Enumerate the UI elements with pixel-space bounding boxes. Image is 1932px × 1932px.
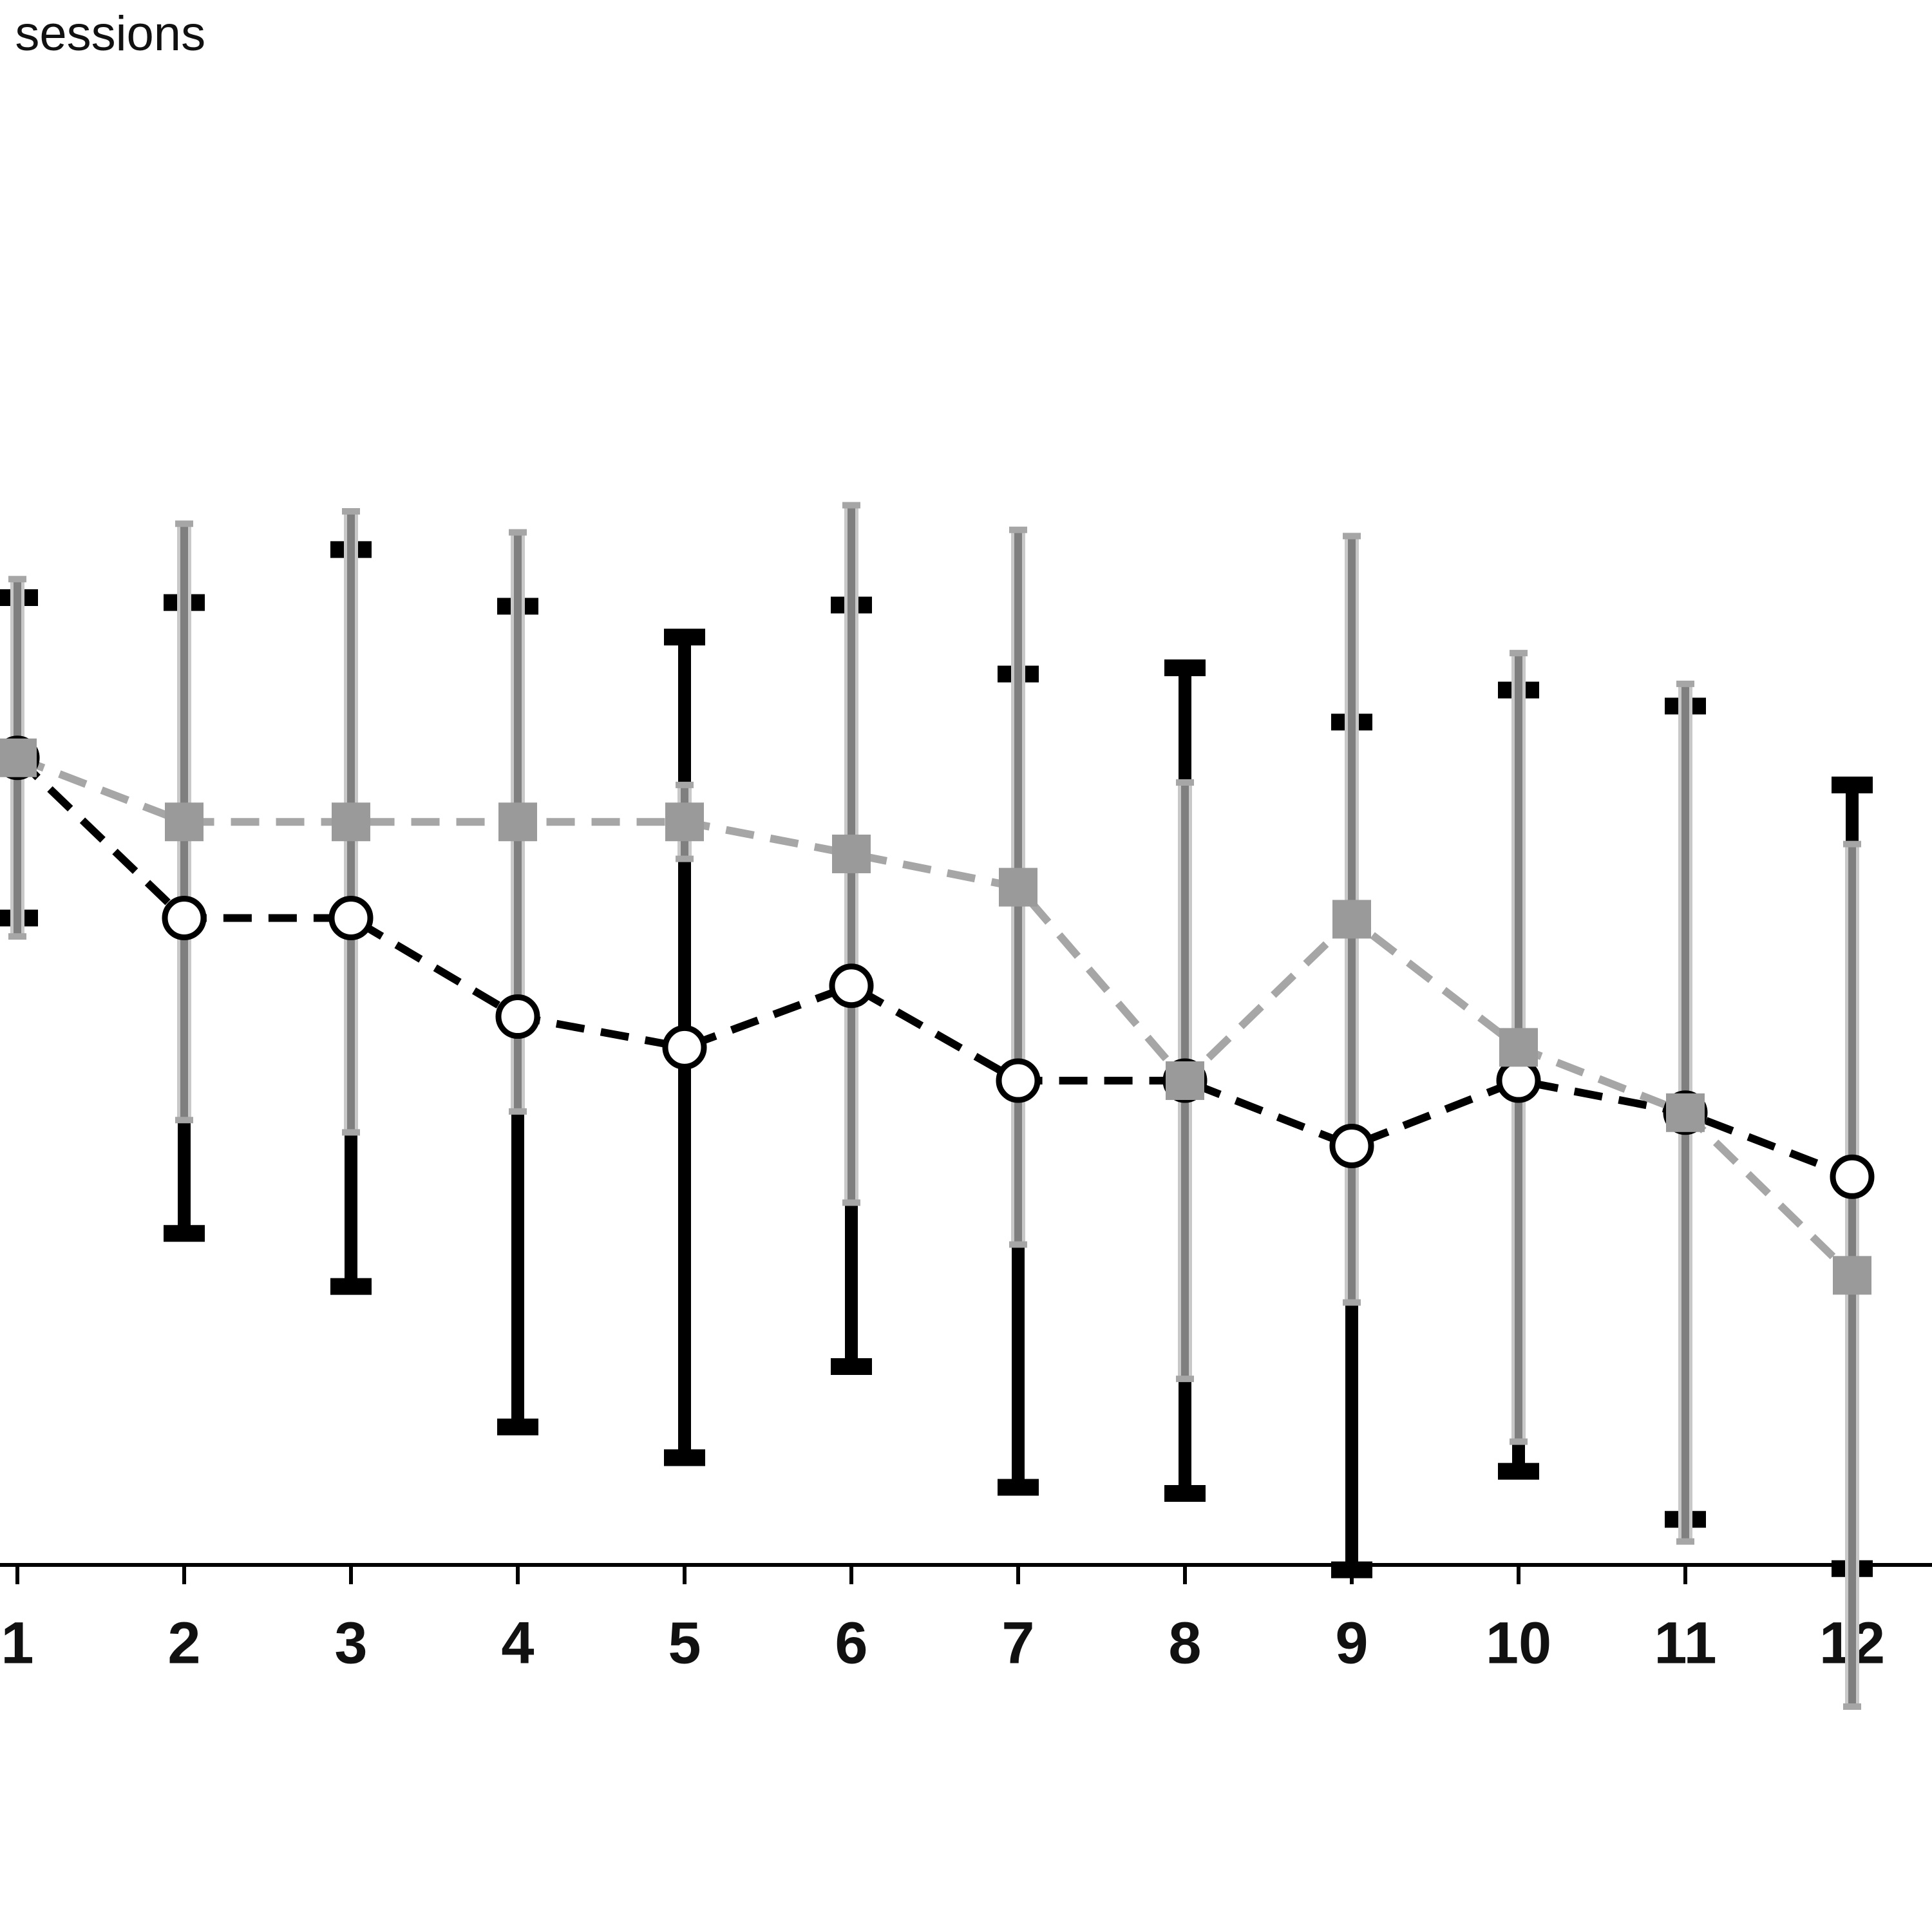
point [1496,1058,1541,1103]
x-tick-label: 7 [1001,1610,1034,1676]
point [832,834,871,873]
point [1499,1028,1538,1067]
point [165,802,204,842]
x-tick-label: 2 [167,1610,200,1676]
point [662,1025,707,1070]
point [1329,1123,1374,1168]
x-tick-label: 8 [1168,1610,1201,1676]
point [1166,1061,1204,1101]
point [498,802,537,842]
point [829,963,874,1009]
point [1830,1154,1875,1199]
point [328,895,374,940]
point [0,738,37,777]
point [495,994,540,1039]
x-tick-label: 11 [1654,1610,1716,1676]
point [1666,1093,1705,1132]
x-tick-label: 1 [1,1610,33,1676]
point [162,895,207,940]
x-tick-label: 3 [334,1610,367,1676]
point [1332,900,1371,939]
series-line [15,754,1855,1278]
x-tick-label: 5 [668,1610,701,1676]
x-tick-label: 6 [835,1610,867,1676]
series-line [14,755,1854,1180]
point [332,802,370,842]
x-tick-label: 9 [1335,1610,1368,1676]
x-tick-label: 10 [1486,1610,1551,1676]
point [996,1058,1041,1103]
chart-title: e sessions [0,6,205,61]
point [999,867,1037,907]
point [1833,1256,1871,1295]
x-tick-label: 4 [501,1610,534,1676]
point [665,802,704,842]
